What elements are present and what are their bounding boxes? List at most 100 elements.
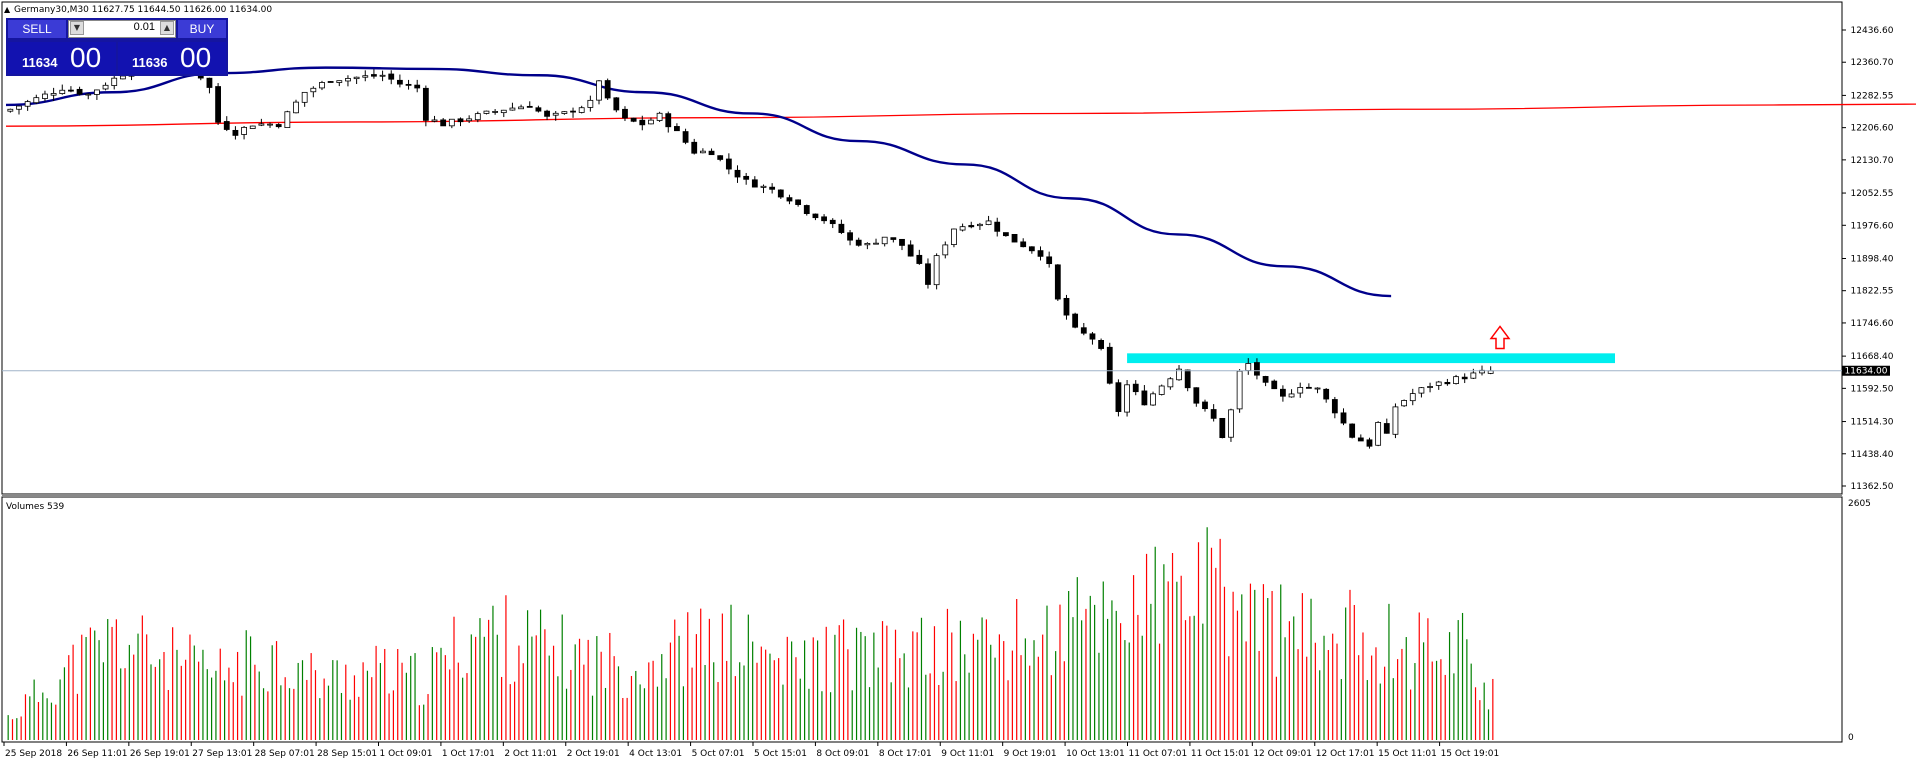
- price-axis-label: 11362.50: [1851, 482, 1894, 492]
- time-axis-label: 25 Sep 2018: [5, 749, 62, 759]
- candlestick-series: [7, 33, 1494, 449]
- candle-body: [215, 86, 221, 123]
- time-axis-label: 28 Sep 15:01: [317, 749, 377, 759]
- candle-body: [1141, 390, 1148, 406]
- candle-body: [751, 179, 758, 188]
- time-axis-label: 5 Oct 07:01: [692, 749, 745, 759]
- candle-body: [1089, 333, 1096, 340]
- candle-body: [518, 106, 524, 110]
- lot-increase-icon[interactable]: ▲: [160, 21, 174, 35]
- candle-body: [674, 126, 680, 132]
- candle-body: [656, 112, 663, 121]
- triangle-icon: ▲: [4, 5, 11, 14]
- candle-body: [630, 117, 637, 122]
- candle-body: [466, 118, 473, 122]
- candle-body: [561, 111, 568, 114]
- candle-body: [414, 84, 421, 89]
- candle-body: [1115, 382, 1122, 412]
- lot-decrease-icon[interactable]: ▼: [70, 21, 84, 35]
- one-click-trading-panel: SELL 0.01 ▼ ▲ BUY 11634 00 11636 00: [6, 18, 228, 76]
- bid-price-points: 00: [70, 42, 102, 73]
- time-axis-label: 11 Oct 07:01: [1129, 749, 1188, 759]
- candle-body: [1280, 388, 1286, 397]
- candle-body: [388, 73, 395, 80]
- candle-body: [855, 239, 862, 246]
- candle-body: [1150, 393, 1156, 406]
- candle-body: [951, 228, 957, 245]
- candle-body: [68, 89, 74, 92]
- candle-body: [942, 244, 949, 256]
- time-axis-label: 8 Oct 17:01: [879, 749, 932, 759]
- time-axis-label: 1 Oct 17:01: [442, 749, 495, 759]
- candle-body: [59, 89, 66, 94]
- candle-body: [1236, 370, 1243, 410]
- candle-body: [1098, 340, 1105, 349]
- candle-body: [760, 185, 767, 188]
- candle-body: [301, 91, 308, 103]
- time-axis-label: 10 Oct 13:01: [1066, 749, 1125, 759]
- candle-body: [1184, 369, 1191, 389]
- candle-body: [821, 216, 827, 222]
- price-axis-label: 12360.70: [1851, 58, 1894, 68]
- candle-body: [293, 101, 299, 114]
- candle-body: [492, 111, 499, 113]
- candle-body: [925, 263, 931, 285]
- price-axis-label: 11668.40: [1851, 352, 1894, 362]
- candle-body: [319, 82, 325, 89]
- bid-price-display[interactable]: 11634 00: [8, 42, 116, 74]
- candle-body: [613, 97, 620, 111]
- candle-body: [786, 197, 793, 202]
- time-axis-label: 15 Oct 19:01: [1441, 749, 1500, 759]
- candle-body: [119, 75, 126, 80]
- candle-body: [362, 75, 369, 78]
- time-axis-label: 26 Sep 11:01: [67, 749, 127, 759]
- candle-body: [1063, 297, 1070, 316]
- price-axis-label: 12052.55: [1851, 189, 1894, 199]
- candle-body: [899, 238, 905, 246]
- candle-body: [570, 110, 576, 113]
- price-axis-label: 11746.60: [1851, 319, 1894, 329]
- candle-body: [1314, 387, 1321, 390]
- candle-body: [1020, 241, 1027, 248]
- candle-body: [890, 237, 897, 240]
- candle-body: [474, 113, 481, 121]
- candle-body: [102, 84, 109, 90]
- candle-body: [206, 77, 213, 88]
- candle-body: [933, 255, 940, 286]
- candle-body: [535, 107, 542, 112]
- candle-body: [50, 93, 57, 96]
- candle-body: [881, 236, 888, 245]
- time-axis-label: 9 Oct 19:01: [1004, 749, 1057, 759]
- symbol-header: Germany30,M30 11627.75 11644.50 11626.00…: [14, 5, 272, 15]
- time-axis-label: 12 Oct 09:01: [1253, 749, 1312, 759]
- candle-body: [1427, 386, 1433, 388]
- sell-button[interactable]: SELL: [8, 20, 66, 38]
- candle-body: [1444, 381, 1451, 385]
- ma-line-fast: [5, 66, 1392, 298]
- candle-body: [639, 119, 646, 126]
- resistance-zone: [1127, 353, 1615, 364]
- lot-size-input[interactable]: 0.01: [68, 20, 176, 38]
- candle-body: [1106, 346, 1113, 384]
- candle-body: [1305, 386, 1312, 389]
- price-axis-label: 11898.40: [1851, 254, 1894, 264]
- candle-body: [431, 119, 438, 122]
- candle-body: [241, 126, 247, 135]
- candle-body: [916, 254, 923, 264]
- candle-body: [691, 141, 698, 154]
- buy-button[interactable]: BUY: [178, 20, 226, 38]
- candle-body: [448, 118, 455, 127]
- candle-body: [440, 119, 447, 127]
- candle-body: [267, 123, 273, 126]
- current-price-tag: [1842, 365, 1890, 376]
- candle-body: [379, 74, 386, 77]
- candle-body: [1349, 423, 1356, 438]
- candle-body: [1193, 387, 1200, 404]
- candle-body: [803, 205, 810, 214]
- price-axis-label: 11592.50: [1851, 384, 1894, 394]
- candle-body: [1401, 400, 1408, 407]
- ask-price-display[interactable]: 11636 00: [118, 42, 226, 74]
- candle-body: [985, 220, 992, 225]
- candle-body: [76, 88, 83, 95]
